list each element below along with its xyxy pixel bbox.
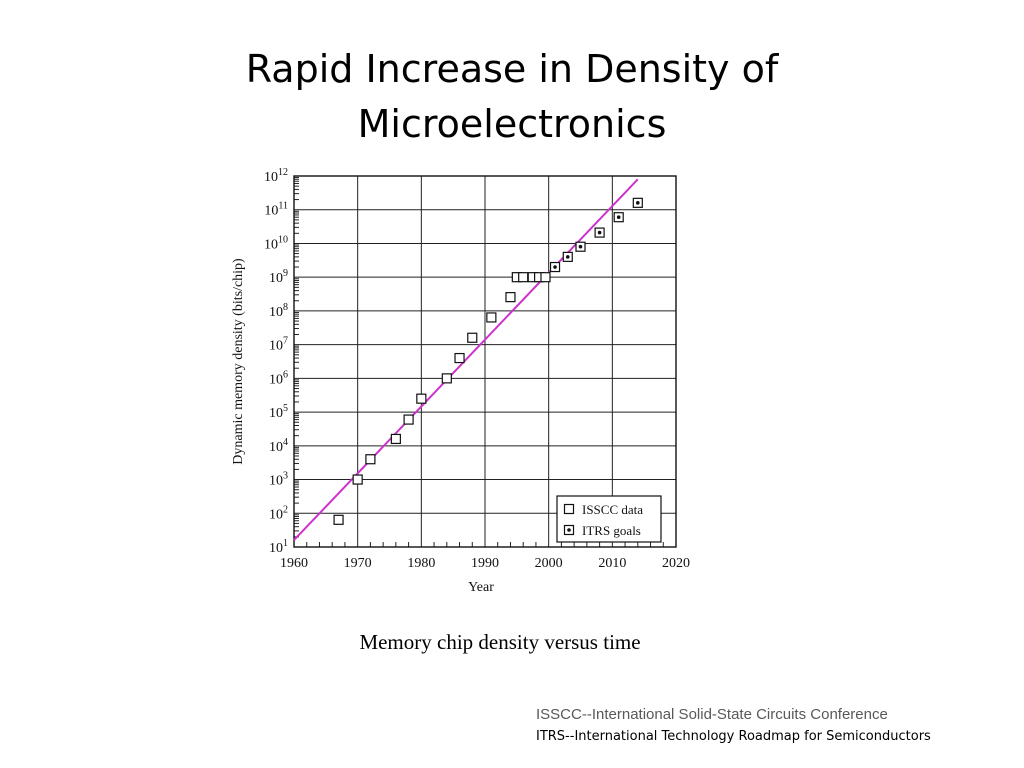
isscc-data-marker	[454, 352, 465, 364]
footnote-isscc: ISSCC--International Solid-State Circuit…	[536, 706, 888, 723]
y-tick-label: 108	[269, 302, 288, 320]
isscc-data-marker	[403, 414, 414, 425]
y-tick-label: 1012	[264, 167, 288, 185]
series	[293, 178, 643, 541]
trend-line	[293, 178, 639, 541]
legend-label: ITRS goals	[582, 523, 641, 538]
isscc-data-marker	[518, 272, 529, 283]
isscc-data-marker	[416, 393, 427, 404]
x-tick-label: 1970	[344, 556, 372, 571]
slide-title-line-2: Microelectronics	[357, 102, 667, 146]
y-tick-label: 102	[269, 504, 288, 522]
isscc-data-marker	[486, 312, 497, 323]
legend-box	[556, 495, 662, 543]
y-tick-label: 109	[269, 268, 288, 286]
slide-title-line-1: Rapid Increase in Density of	[245, 47, 779, 91]
y-axis-label: Dynamic memory density (bits/chip)	[231, 258, 246, 465]
x-tick-label: 1980	[407, 556, 435, 571]
itrs-goal-marker-dot	[636, 201, 640, 205]
y-tick-label: 104	[269, 437, 288, 455]
x-tick-label: 2000	[535, 556, 563, 571]
y-tick-label: 103	[269, 471, 288, 489]
legend: ISSCC data ITRS goals	[556, 495, 662, 543]
isscc-data-marker	[467, 332, 478, 343]
chart-caption: Memory chip density versus time	[359, 630, 641, 654]
y-tick-label: 105	[269, 403, 288, 421]
x-tick-label: 1960	[280, 556, 308, 571]
isscc-data-marker	[390, 433, 401, 445]
isscc-data-marker	[540, 272, 551, 283]
itrs-goal-marker-dot	[597, 230, 602, 235]
slide-title: Rapid Increase in Density of Microelectr…	[112, 42, 912, 152]
x-tick-label: 2010	[598, 556, 626, 571]
y-tick-label: 1011	[264, 201, 288, 219]
isscc-data-marker	[505, 292, 516, 303]
footnote-itrs: ITRS--International Technology Roadmap f…	[536, 729, 931, 744]
itrs-goal-marker-dot	[553, 265, 557, 269]
y-tick-label: 106	[269, 369, 288, 387]
plot-frame	[293, 175, 677, 548]
axes: 1960 1970 1980 1990 2000 2010 2020 101 102 103 104…	[231, 167, 690, 595]
legend-marker-itrs-dot	[567, 528, 571, 532]
isscc-data-marker	[365, 454, 376, 465]
itrs-goal-marker-dot	[578, 244, 583, 249]
isscc-data-marker	[352, 474, 363, 485]
y-tick-label: 101	[269, 538, 288, 556]
y-tick-label: 1010	[264, 234, 288, 252]
legend-marker-isscc	[563, 503, 575, 515]
itrs-goal-marker-dot	[565, 255, 570, 259]
x-tick-label: 2020	[662, 556, 690, 571]
density-chart: 1960 1970 1980 1990 2000 2010 2020 101 102 103 104…	[222, 162, 702, 612]
x-axis-label: Year	[468, 580, 494, 595]
grid	[293, 175, 677, 548]
legend-label: ISSCC data	[582, 502, 643, 517]
isscc-data-marker	[441, 373, 452, 384]
isscc-data-marker	[333, 514, 344, 525]
density-chart-svg: 1960 1970 1980 1990 2000 2010 2020 101 102 103 104…	[231, 167, 690, 595]
x-tick-label: 1990	[471, 556, 499, 571]
y-tick-label: 107	[269, 336, 288, 354]
itrs-goal-marker-dot	[616, 215, 621, 220]
